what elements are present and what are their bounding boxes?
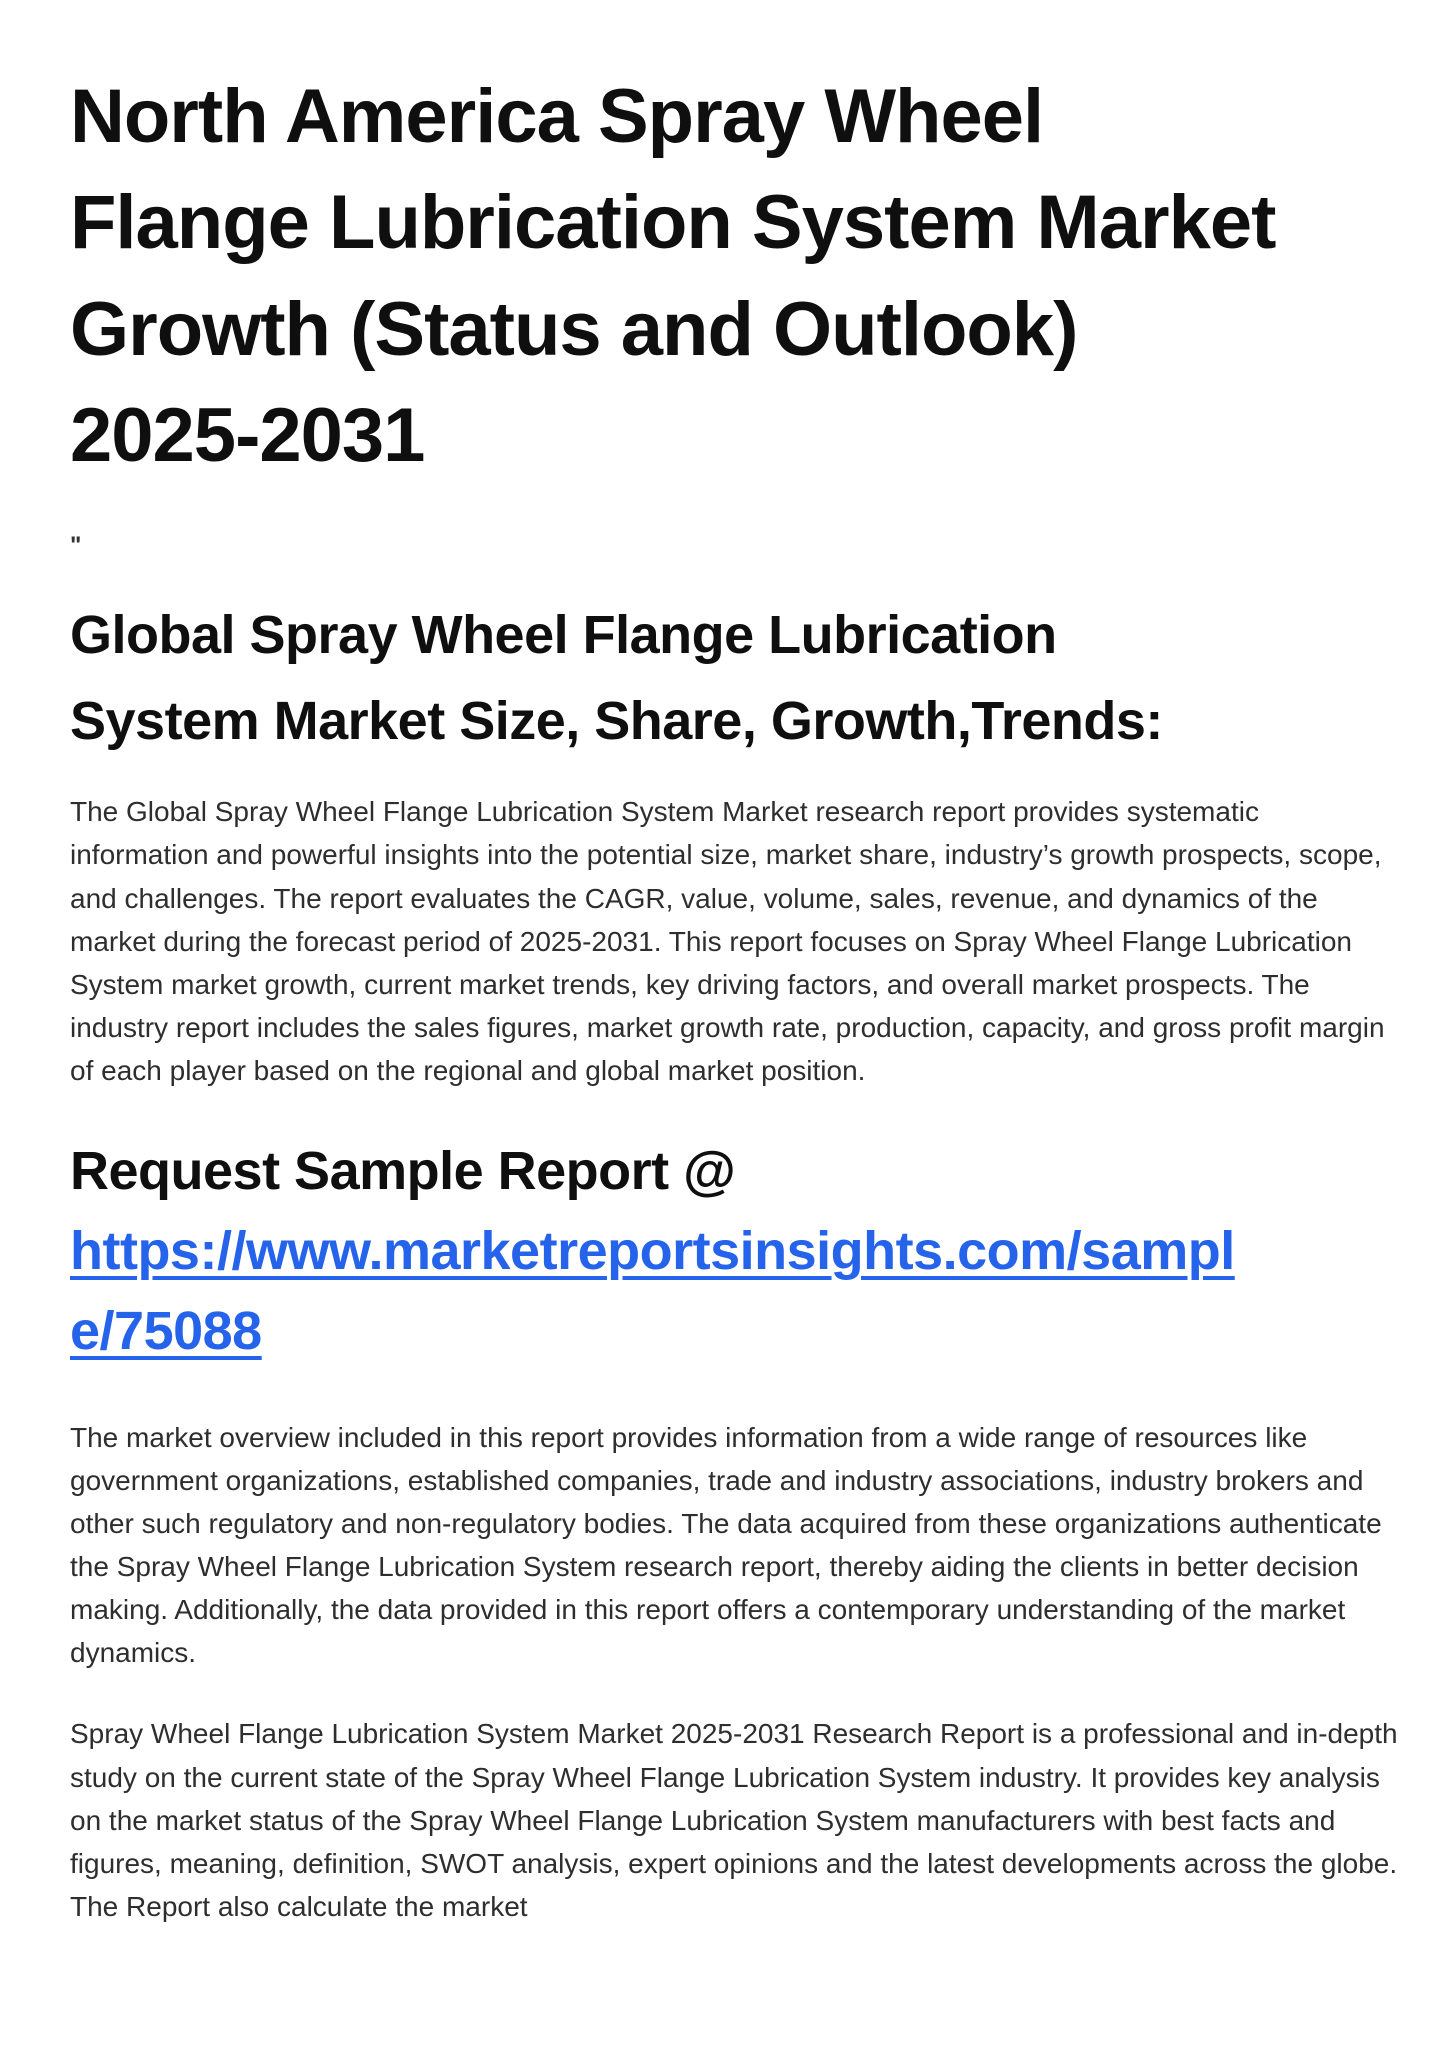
- paragraph-market-intro: The Global Spray Wheel Flange Lubricatio…: [70, 796, 1385, 1086]
- section-heading: Global Spray Wheel Flange Lubrication Sy…: [70, 604, 1163, 751]
- quote-mark: ": [70, 531, 82, 559]
- paragraph-research-study: Spray Wheel Flange Lubrication System Ma…: [70, 1718, 1398, 1922]
- sample-report-link[interactable]: https://www.marketreportsinsights.com/sa…: [70, 1221, 1235, 1361]
- request-sample-section: Request Sample Report @ https://www.mark…: [70, 1132, 1401, 1372]
- request-sample-heading: Request Sample Report @: [70, 1141, 736, 1202]
- page-title: North America Spray Wheel Flange Lubrica…: [70, 74, 1276, 479]
- paragraph-market-overview: The market overview included in this rep…: [70, 1421, 1382, 1669]
